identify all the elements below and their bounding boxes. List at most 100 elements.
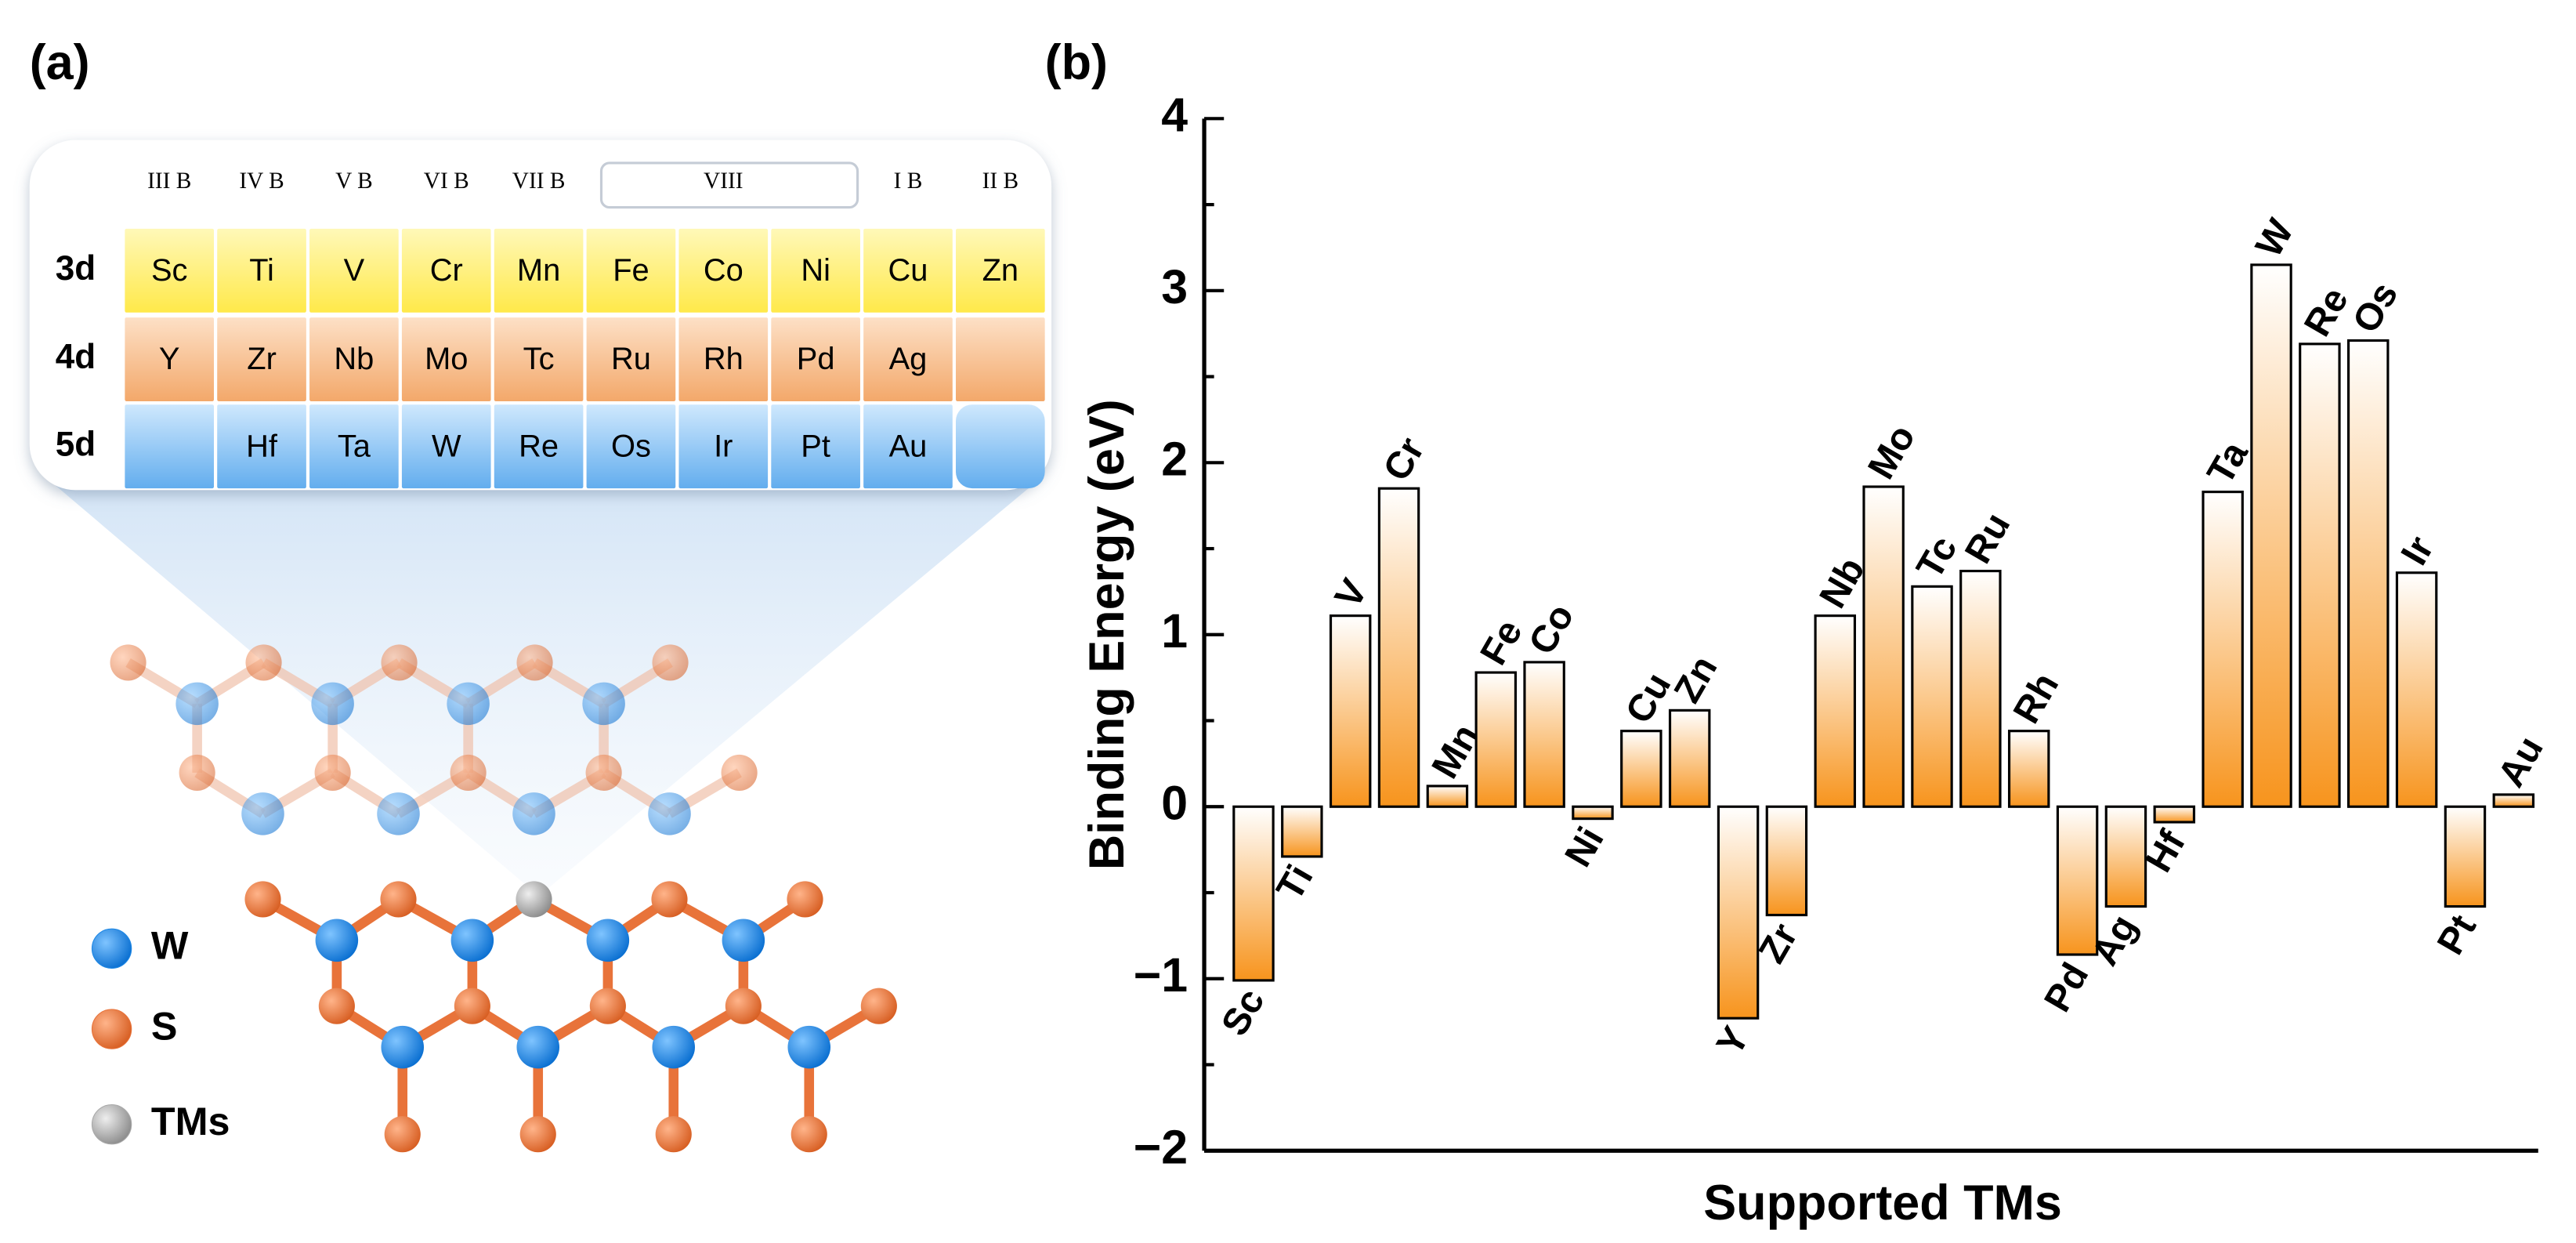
element-cell <box>125 404 215 489</box>
atom <box>648 792 691 835</box>
bar-label: Pt <box>2429 908 2484 962</box>
period-label: 3d <box>56 249 96 288</box>
atom <box>311 682 354 726</box>
bar-label: Ti <box>1268 858 1322 908</box>
bar <box>2444 805 2487 908</box>
bar-label: Pd <box>2036 956 2097 1019</box>
element-cell <box>125 317 215 402</box>
element-symbol: Co <box>704 253 743 288</box>
element-cell <box>678 317 769 402</box>
bar <box>1377 487 1420 808</box>
bar-label: W <box>2248 212 2303 264</box>
bar-label: V <box>1326 572 1376 615</box>
bar <box>2395 571 2438 808</box>
bar <box>1959 569 2002 808</box>
y-tick-label: −2 <box>1134 1120 1188 1173</box>
element-symbol: Cu <box>888 253 928 288</box>
atom <box>318 988 355 1024</box>
group-label: IV B <box>239 169 284 194</box>
bar-label: Sc <box>1213 982 1272 1043</box>
atom <box>245 644 282 681</box>
element-symbol: Mo <box>425 342 468 376</box>
y-axis-title: Binding Energy (eV) <box>1080 399 1134 870</box>
bar <box>1281 805 1323 858</box>
bar <box>1862 485 1905 808</box>
element-symbol: Zn <box>982 253 1018 288</box>
atom <box>516 644 553 681</box>
bar-label: Y <box>1708 1020 1757 1063</box>
element-cell <box>678 228 769 313</box>
group-label: VIII <box>704 169 743 194</box>
y-tick-label: 3 <box>1161 260 1188 313</box>
atom <box>377 792 420 835</box>
atom <box>652 1025 696 1069</box>
element-cell <box>217 228 306 313</box>
bar-label: Ta <box>2199 433 2257 491</box>
element-cell <box>771 404 860 489</box>
atom <box>241 792 284 835</box>
atom <box>721 754 758 791</box>
bar <box>2104 805 2147 908</box>
group-label: II B <box>982 169 1018 194</box>
element-cell <box>678 404 769 489</box>
element-cell <box>771 317 860 402</box>
bar-label: Co <box>1521 597 1583 662</box>
period-label: 5d <box>56 425 96 463</box>
element-symbol: Ti <box>249 253 274 288</box>
group-bracket <box>599 161 859 209</box>
bar <box>2347 339 2390 808</box>
atom <box>582 682 625 726</box>
bar <box>1572 805 1614 821</box>
element-symbol: W <box>432 429 461 463</box>
bar-label: Au <box>2490 730 2552 795</box>
element-cell <box>863 404 953 489</box>
legend-swatch <box>91 1009 132 1049</box>
element-symbol: V <box>344 253 365 288</box>
group-label: III B <box>147 169 191 194</box>
bar <box>1474 671 1517 808</box>
bar-label: Ru <box>1956 506 2018 571</box>
bar-label: Ni <box>1557 820 1612 874</box>
y-tick-label: 0 <box>1161 776 1188 829</box>
element-cell <box>217 404 306 489</box>
panel-label: (a) <box>30 35 90 90</box>
atom <box>586 919 630 962</box>
y-tick-label: 2 <box>1161 432 1188 485</box>
element-symbol: Zr <box>247 342 277 376</box>
element-symbol: Pt <box>801 429 830 463</box>
element-symbol: Pd <box>797 342 835 376</box>
atom <box>380 881 417 918</box>
bar-label: Os <box>2344 275 2406 340</box>
element-symbol: Rh <box>704 342 743 376</box>
bar <box>1717 805 1760 1020</box>
bar-label: Fe <box>1472 613 1531 672</box>
element-cell <box>401 317 491 402</box>
element-cell <box>955 317 1045 402</box>
bar <box>1232 805 1275 982</box>
group-label: VII B <box>512 169 566 194</box>
atom <box>110 644 147 681</box>
bar <box>1329 614 1372 808</box>
table-card <box>29 140 1052 491</box>
atom <box>651 881 688 918</box>
element-symbol: Ni <box>801 253 830 288</box>
element-symbol: Os <box>611 429 651 463</box>
element-cell <box>955 404 1045 489</box>
element-cell <box>309 317 399 402</box>
atom <box>589 988 626 1024</box>
atom <box>791 1116 827 1153</box>
element-symbol: Tc <box>523 342 555 376</box>
element-symbol: Ir <box>714 429 733 463</box>
element-cell <box>125 228 215 313</box>
element-cell <box>309 404 399 489</box>
atom <box>314 754 351 791</box>
atom <box>384 1116 421 1153</box>
element-cell <box>217 317 306 402</box>
bar <box>2299 342 2341 808</box>
atom <box>860 988 897 1024</box>
bar-label: Zn <box>1666 649 1725 710</box>
atom <box>179 754 215 791</box>
element-cell <box>309 228 399 313</box>
